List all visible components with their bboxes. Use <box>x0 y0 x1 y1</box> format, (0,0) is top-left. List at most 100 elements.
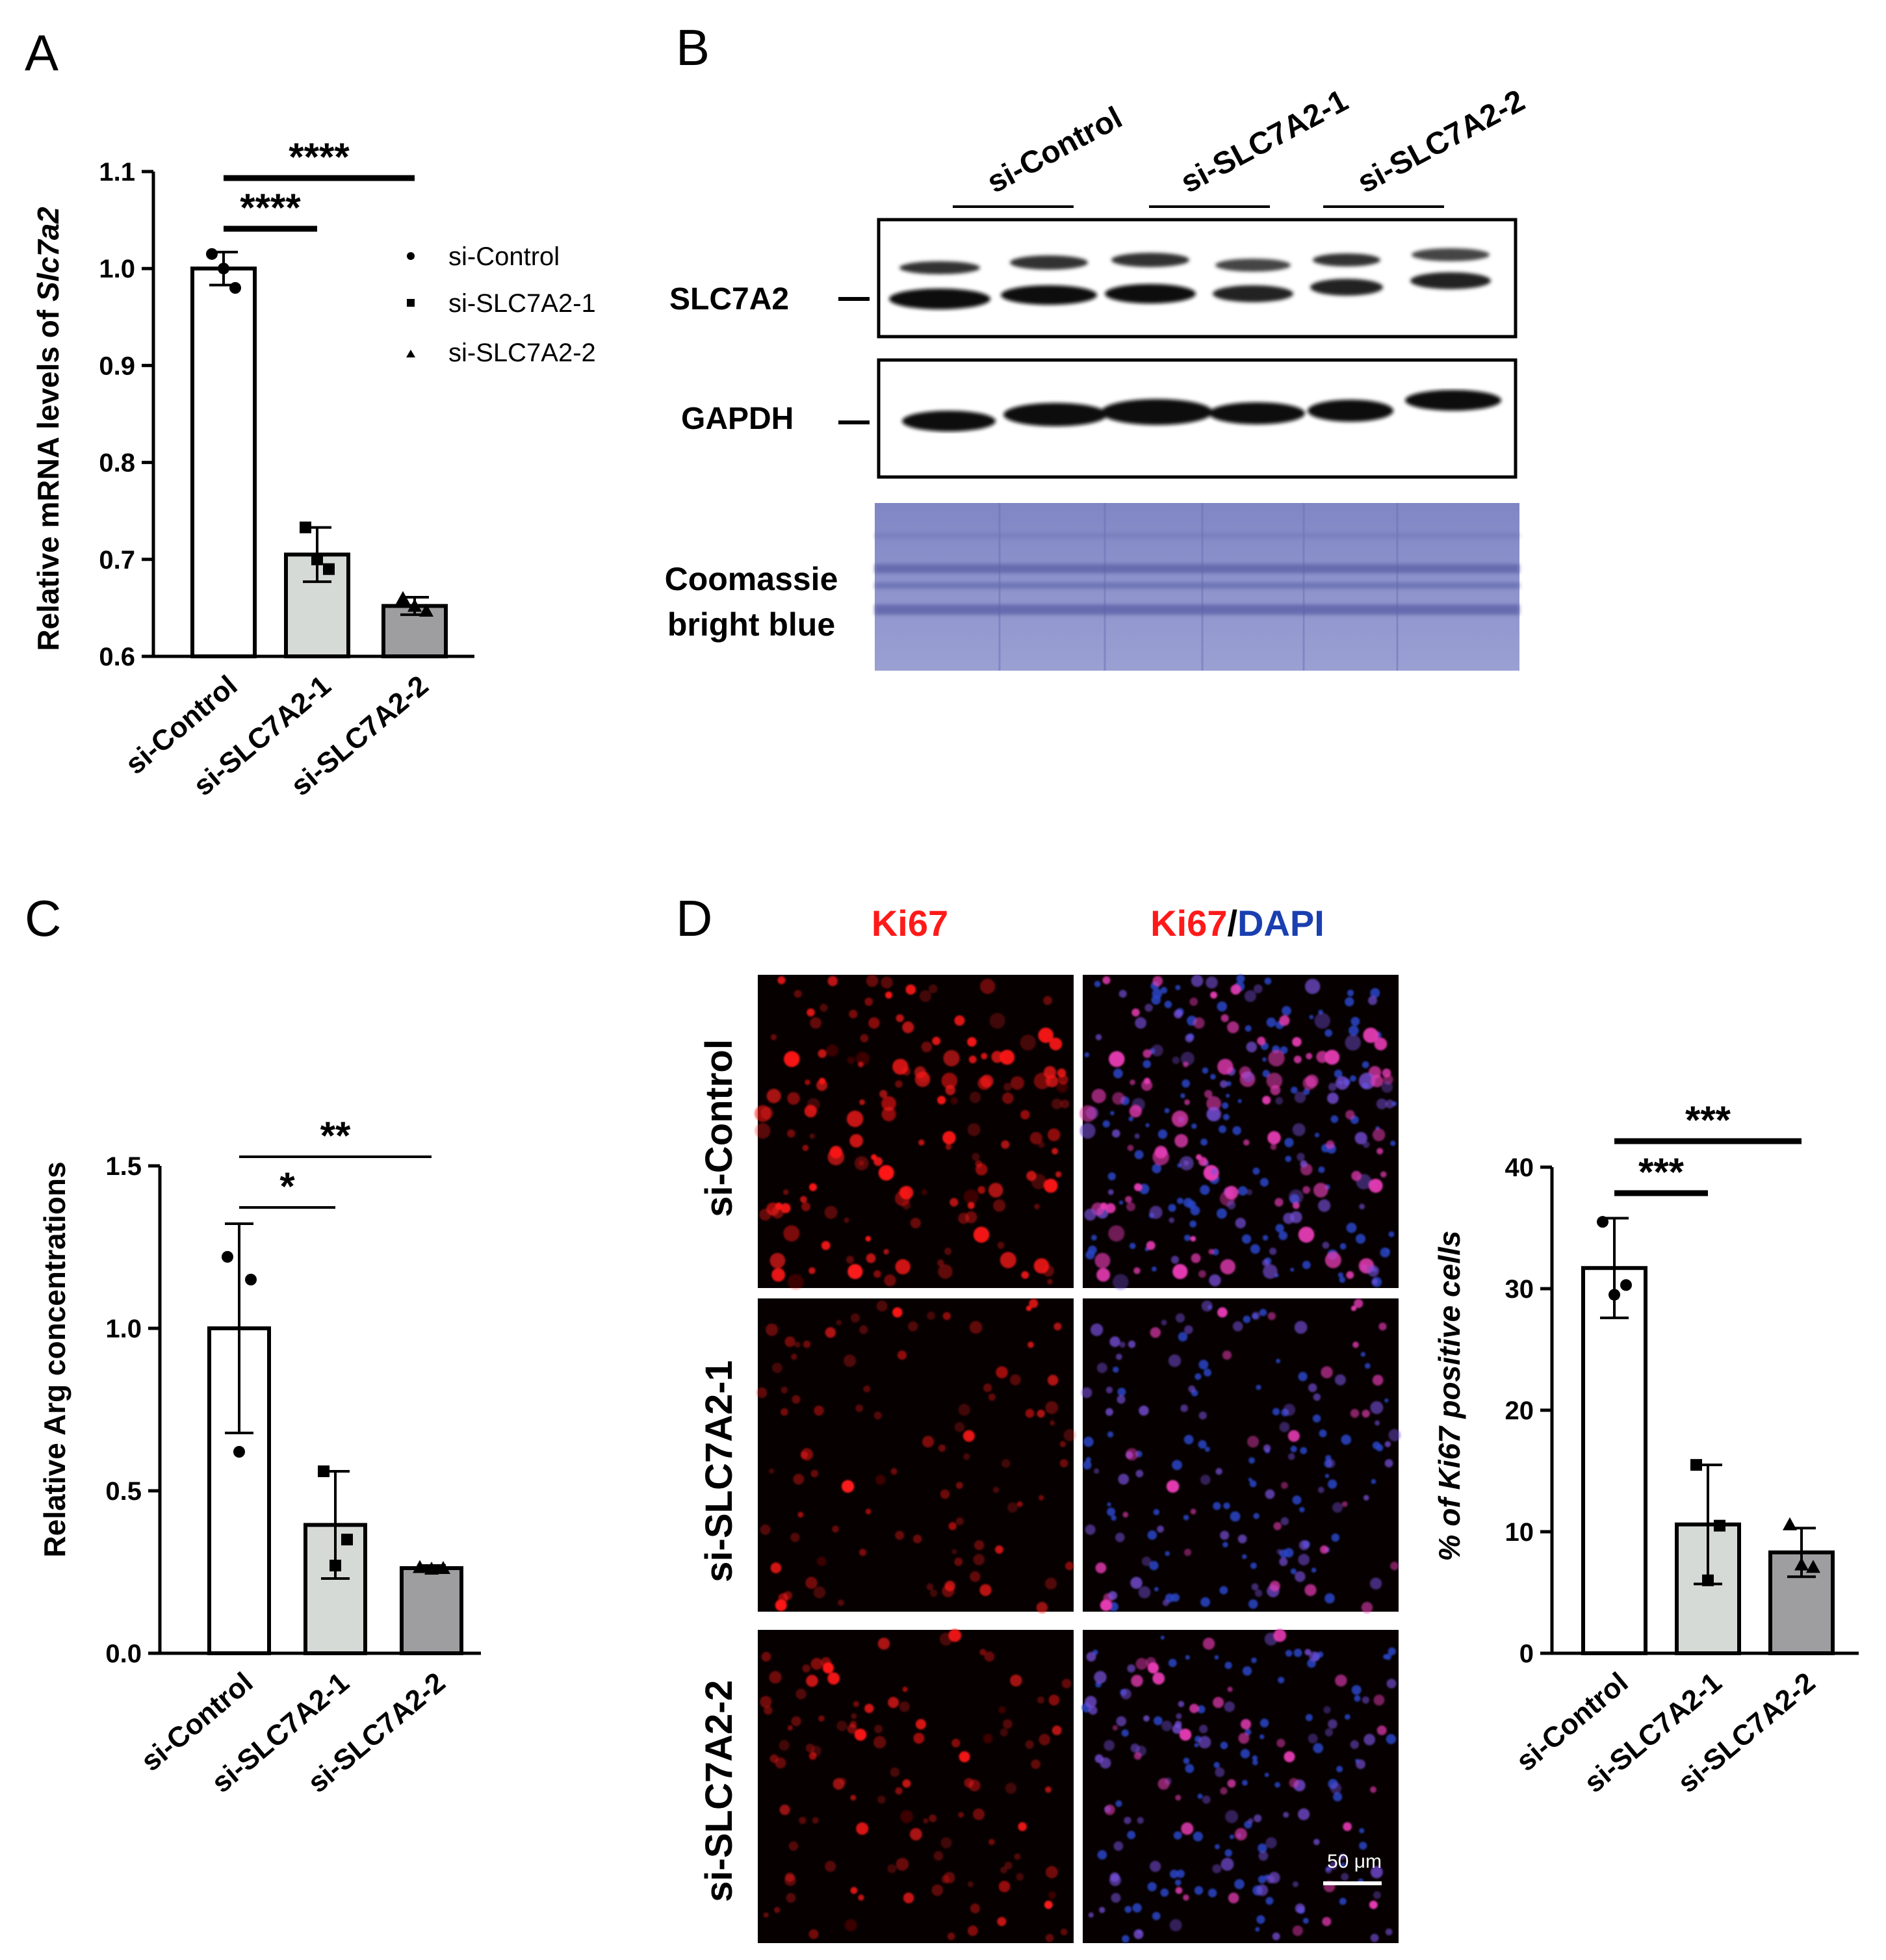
ki67-nucleus <box>1056 1081 1068 1093</box>
chart-c-data-point <box>341 1534 353 1545</box>
dapi-nucleus <box>1388 1647 1396 1656</box>
micro-row-label-si-slc7a2-1: si-SLC7A2-1 <box>698 1360 740 1582</box>
merged-nucleus <box>1246 1041 1258 1053</box>
dapi-nucleus <box>1355 1233 1366 1244</box>
merged-nucleus <box>1191 1253 1201 1263</box>
merged-nucleus <box>1201 1300 1213 1312</box>
dapi-nucleus <box>1305 1714 1313 1721</box>
merged-nucleus <box>1220 1530 1230 1540</box>
chart-a-ytick-label: 0.6 <box>99 643 135 671</box>
ki67-nucleus <box>1049 1037 1063 1051</box>
merged-nucleus <box>1151 1044 1163 1057</box>
dapi-nucleus <box>1176 1197 1183 1204</box>
dapi-nucleus <box>1189 1220 1197 1228</box>
ki67-nucleus <box>854 1156 869 1170</box>
merged-nucleus <box>1323 1706 1331 1714</box>
ki67-nucleus <box>963 1189 979 1204</box>
merged-nucleus <box>1269 1580 1280 1592</box>
merged-nucleus <box>1157 1525 1164 1533</box>
dapi-nucleus <box>1359 1841 1367 1850</box>
merged-nucleus <box>1298 1540 1310 1551</box>
merged-nucleus <box>1127 1664 1136 1673</box>
ki67-nucleus <box>787 1725 794 1731</box>
merged-nucleus <box>1256 1884 1269 1896</box>
dapi-nucleus <box>1370 988 1380 998</box>
chart-a-data-point <box>218 263 229 275</box>
dapi-nucleus <box>1171 1593 1180 1602</box>
dapi-nucleus <box>1266 1017 1276 1027</box>
ki67-nucleus <box>967 1925 978 1936</box>
merged-nucleus <box>1085 1696 1097 1708</box>
merged-nucleus <box>1298 1554 1310 1566</box>
merged-nucleus <box>1327 1092 1339 1104</box>
merged-nucleus <box>1370 1933 1379 1942</box>
ki67-nucleus <box>832 1525 839 1533</box>
ki67-nucleus <box>809 1133 815 1139</box>
dapi-nucleus <box>1194 1743 1199 1747</box>
dapi-nucleus <box>1213 1502 1221 1510</box>
ki67-nucleus <box>865 1508 872 1515</box>
merged-nucleus <box>1131 1008 1140 1017</box>
dapi-nucleus <box>1117 1387 1126 1397</box>
legend-label-si-control: si-Control <box>448 242 560 271</box>
ki67-nucleus <box>965 1211 977 1224</box>
ki67-nucleus <box>1005 1782 1017 1794</box>
merged-nucleus <box>1109 1336 1120 1347</box>
ki67-nucleus <box>786 1892 796 1903</box>
merged-nucleus <box>1232 1321 1243 1332</box>
merged-nucleus <box>1139 1405 1149 1416</box>
ki67-nucleus <box>805 1079 810 1085</box>
merged-nucleus <box>1152 1672 1165 1685</box>
ki67-nucleus <box>1001 1459 1011 1468</box>
dapi-nucleus <box>1272 1408 1280 1415</box>
ki67-nucleus <box>913 1733 925 1744</box>
merged-nucleus <box>1243 1139 1250 1146</box>
micrograph-nuclei <box>760 1629 1072 1942</box>
ki67-nucleus <box>810 1469 819 1478</box>
ki67-nucleus <box>907 1321 918 1332</box>
dapi-nucleus <box>1143 1060 1151 1068</box>
merged-nucleus <box>1346 1270 1354 1279</box>
dapi-nucleus <box>1264 1772 1269 1777</box>
dapi-nucleus <box>1324 1593 1335 1604</box>
merged-nucleus <box>1112 1129 1120 1138</box>
merged-nucleus <box>1162 1599 1169 1606</box>
ki67-nucleus <box>783 1591 793 1601</box>
merged-nucleus <box>1334 1374 1346 1386</box>
chart-a-bar <box>190 266 257 658</box>
merged-nucleus <box>1385 1100 1395 1109</box>
ki67-nucleus <box>988 1393 996 1401</box>
dapi-nucleus <box>1152 1163 1162 1174</box>
micrograph-nuclei <box>755 975 1070 1291</box>
merged-nucleus <box>1359 1204 1365 1210</box>
chart-c-data-point <box>329 1560 341 1571</box>
chart-a-ylabel: Relative mRNA levels of Slc7a2 <box>31 207 65 651</box>
dapi-nucleus <box>1164 1000 1172 1009</box>
ki67-nucleus <box>877 1795 886 1804</box>
ki67-nucleus <box>918 1139 925 1146</box>
ki67-nucleus <box>800 1196 807 1203</box>
dapi-nucleus <box>1190 1206 1200 1216</box>
dapi-nucleus <box>1198 1360 1209 1370</box>
dapi-nucleus <box>1091 1235 1097 1241</box>
dapi-nucleus <box>1319 1429 1327 1438</box>
ki67-nucleus <box>779 1740 790 1751</box>
merged-nucleus <box>1144 1003 1153 1012</box>
ki67-nucleus <box>1052 1148 1059 1155</box>
merged-nucleus <box>1094 1252 1111 1269</box>
dapi-nucleus <box>1262 1070 1270 1077</box>
chart-a-data-point <box>323 563 335 575</box>
ki67-nucleus <box>1052 1725 1062 1736</box>
merged-nucleus <box>1246 1189 1253 1196</box>
ki67-nucleus <box>923 1818 929 1824</box>
dapi-nucleus <box>1160 986 1168 994</box>
merged-nucleus <box>1108 1225 1125 1242</box>
ki67-nucleus <box>784 1336 795 1347</box>
ki67-nucleus <box>933 1851 944 1861</box>
dapi-nucleus <box>1331 1533 1340 1542</box>
ki67-nucleus <box>974 1540 985 1551</box>
ki67-nucleus <box>969 1321 983 1334</box>
merged-nucleus <box>1217 1307 1228 1318</box>
dapi-nucleus <box>1193 1831 1203 1842</box>
ki67-nucleus <box>1010 1674 1022 1687</box>
